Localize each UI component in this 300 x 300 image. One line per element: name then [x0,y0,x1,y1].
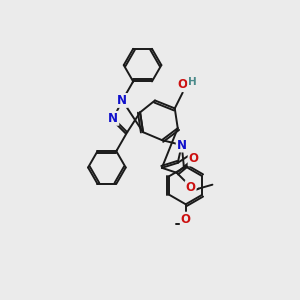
Text: N: N [117,94,127,107]
Text: O: O [178,78,188,91]
Text: N: N [177,139,187,152]
Text: H: H [188,76,197,87]
Text: O: O [189,152,199,165]
Text: O: O [186,181,196,194]
Text: O: O [181,213,191,226]
Text: N: N [108,112,118,125]
